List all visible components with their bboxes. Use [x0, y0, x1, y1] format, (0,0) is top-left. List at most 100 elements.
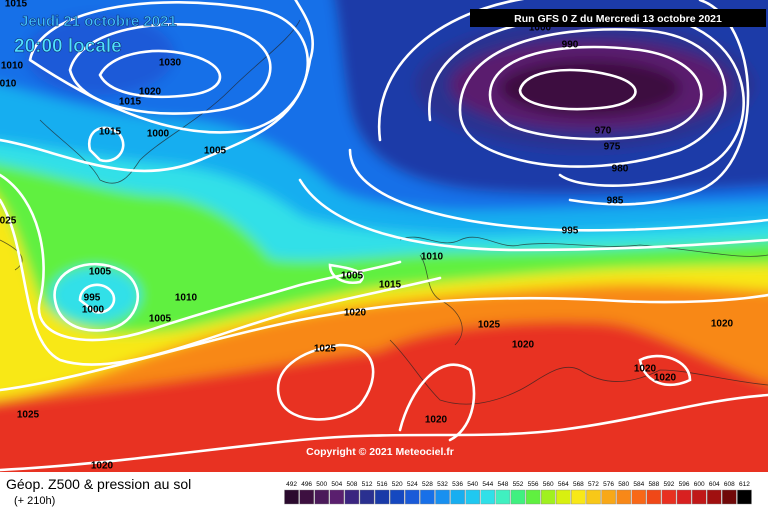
scale-swatch — [344, 489, 360, 505]
isobar-label: 1020 — [344, 308, 367, 319]
scale-label: 568 — [573, 481, 584, 488]
isobar-label: 1005 — [341, 271, 364, 282]
isobar-label: 1015 — [99, 127, 122, 138]
isobar-label: 1005 — [204, 146, 227, 157]
scale-label: 584 — [633, 481, 644, 488]
forecast-time: 20:00 locale — [14, 36, 122, 57]
isobar-label: 985 — [607, 196, 624, 207]
scale-label: 560 — [543, 481, 554, 488]
scale-label: 548 — [497, 481, 508, 488]
scale-swatch — [405, 489, 420, 505]
scale-swatch — [374, 489, 390, 505]
scale-swatch — [676, 489, 692, 505]
scale-label: 596 — [679, 481, 690, 488]
scale-label: 604 — [709, 481, 720, 488]
scale-label: 500 — [316, 481, 327, 488]
isobar-label: 1020 — [654, 373, 677, 384]
scale-swatch — [601, 489, 616, 505]
scale-label: 608 — [724, 481, 735, 488]
scale-swatch — [571, 489, 586, 505]
copyright: Copyright © 2021 Meteociel.fr — [306, 446, 454, 458]
scale-swatch — [691, 489, 707, 505]
isobar-label: 1015 — [379, 280, 402, 291]
scale-label: 512 — [362, 481, 373, 488]
scale-label: 524 — [407, 481, 418, 488]
run-label: Run GFS 0 Z du Mercredi 13 octobre 2021 — [514, 13, 722, 25]
scale-swatch — [420, 489, 435, 505]
scale-label: 556 — [528, 481, 539, 488]
scale-swatch — [359, 489, 375, 505]
scale-label: 552 — [513, 481, 524, 488]
scale-swatch — [435, 489, 450, 505]
isobar-label: 1015 — [119, 97, 142, 108]
scale-label: 580 — [618, 481, 629, 488]
scale-label: 496 — [301, 481, 312, 488]
scale-swatch — [556, 489, 571, 505]
isobar-label: 995 — [562, 226, 579, 237]
scale-swatch — [707, 489, 722, 505]
isobar-label: 1005 — [149, 314, 172, 325]
isobar-label: 1000 — [529, 23, 552, 34]
isobar-label: 1020 — [711, 319, 734, 330]
scale-label: 588 — [648, 481, 659, 488]
scale-label: 564 — [558, 481, 569, 488]
scale-label: 520 — [392, 481, 403, 488]
isobar-label: 010 — [0, 79, 17, 90]
scale-label: 536 — [452, 481, 463, 488]
isobar-label: 1010 — [421, 252, 444, 263]
scale-label: 492 — [286, 481, 297, 488]
isobar-label: 1020 — [634, 364, 657, 375]
isobar-label: 980 — [612, 164, 629, 175]
scale-label: 612 — [739, 481, 750, 488]
scale-swatch — [314, 489, 329, 505]
isobar-label: 1020 — [91, 461, 114, 472]
isobar-label: 1000 — [147, 129, 170, 140]
scale-swatch — [329, 489, 345, 505]
scale-label: 544 — [482, 481, 493, 488]
isobar-label: 1025 — [314, 344, 337, 355]
scale-swatch — [616, 489, 631, 505]
scale-swatch — [525, 489, 541, 505]
scale-swatch — [646, 489, 662, 505]
scale-label: 528 — [422, 481, 433, 488]
isobar-label: 1010 — [175, 293, 198, 304]
scale-swatch — [661, 489, 677, 505]
scale-label: 572 — [588, 481, 599, 488]
isobar-label: 1020 — [139, 87, 162, 98]
isobar-label: 1015 — [5, 0, 28, 10]
scale-swatch — [284, 489, 299, 505]
footer-lead: (+ 210h) — [14, 495, 55, 507]
isobar-label: 1020 — [425, 415, 448, 426]
run-banner — [470, 9, 766, 27]
forecast-date: Jeudi 21 octobre 2021 — [20, 13, 177, 30]
scale-label: 504 — [331, 481, 342, 488]
isobar-label: 990 — [562, 40, 579, 51]
scale-label: 592 — [664, 481, 675, 488]
isobar-label: 1000 — [82, 305, 105, 316]
isobar-label: 1010 — [1, 61, 24, 72]
isobars — [0, 0, 768, 470]
isobar-label: 1020 — [512, 340, 535, 351]
isobar-label: 025 — [0, 216, 17, 227]
isobar-label: 1030 — [159, 58, 182, 69]
scale-swatch — [389, 489, 405, 505]
isobar-label: 970 — [595, 126, 612, 137]
scale-swatch — [465, 489, 480, 505]
isobar-label: 995 — [84, 293, 101, 304]
color-scale: 492 496 500 504 508 512 516 520 524 528 532 536 540 5… — [284, 481, 752, 505]
scale-swatch — [480, 489, 496, 505]
isobar-label: 1005 — [89, 267, 112, 278]
isobar-label: 975 — [604, 142, 621, 153]
scale-swatch — [586, 489, 601, 505]
scale-label: 516 — [377, 481, 388, 488]
scale-label: 508 — [347, 481, 358, 488]
scale-swatch — [722, 489, 737, 505]
geopotential-field — [0, 0, 768, 490]
scale-label: 532 — [437, 481, 448, 488]
scale-label: 600 — [694, 481, 705, 488]
scale-swatch — [510, 489, 526, 505]
scale-swatch — [299, 489, 314, 505]
